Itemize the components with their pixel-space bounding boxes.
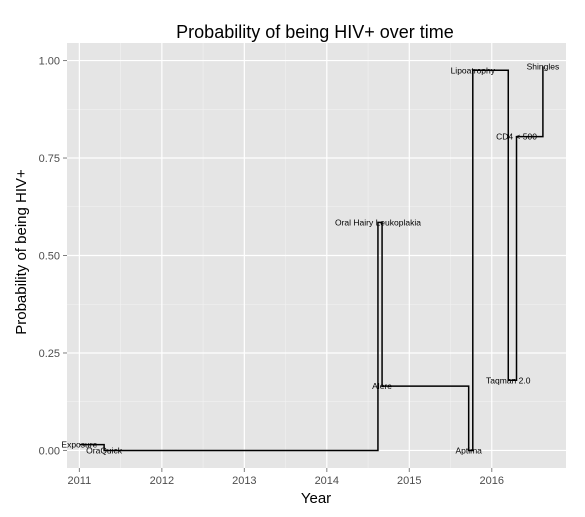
chart-title: Probability of being HIV+ over time [176,22,454,42]
point-label: Shingles [527,61,560,71]
x-tick-label: 2015 [397,475,421,487]
point-label: Exposure [61,440,97,450]
grid [67,43,566,468]
point-label: Oral Hairy Leukoplakia [335,217,421,227]
point-label: CD4 < 500 [496,132,537,142]
y-axis-ticks: 0.00 0.25 0.50 0.75 1.00 [39,56,67,457]
point-label: OraQuick [86,445,123,455]
y-tick-label: 0.75 [39,153,60,165]
x-tick-label: 2016 [480,475,504,487]
x-axis-ticks: 2011 2012 2013 2014 2015 2016 [68,468,504,487]
y-tick-label: 0.50 [39,251,60,263]
series-line [79,66,544,452]
y-tick-label: 0.00 [39,445,60,457]
point-label: Lipoatrophy [451,65,496,75]
point-label: Alere [372,381,392,391]
point-label: Taqman 2.0 [486,375,531,385]
point-label: Aptima [455,445,482,455]
x-tick-label: 2012 [150,475,174,487]
x-tick-label: 2014 [315,475,339,487]
x-tick-label: 2011 [68,475,92,487]
x-axis-title: Year [301,490,331,507]
x-tick-label: 2013 [232,475,256,487]
y-axis-title: Probability of being HIV+ [13,169,30,335]
y-tick-label: 1.00 [39,56,60,68]
y-tick-label: 0.25 [39,348,60,360]
